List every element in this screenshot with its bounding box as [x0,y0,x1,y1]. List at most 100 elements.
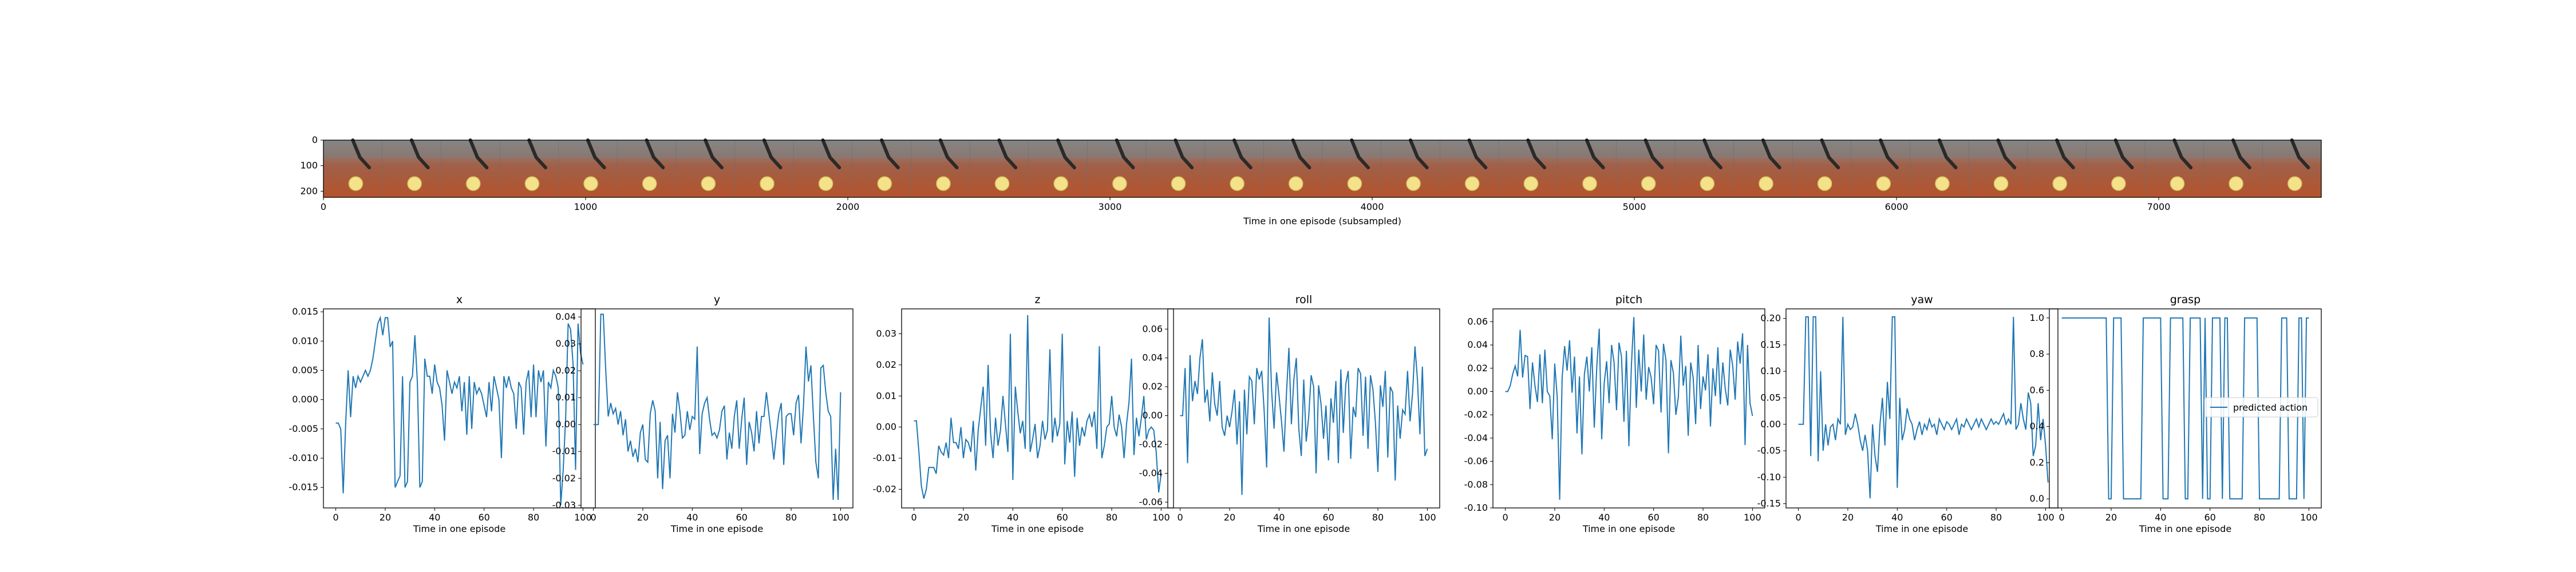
episode-frame [1145,138,1206,197]
series-line [335,315,584,505]
episode-frame [1792,138,1852,197]
x-axis-label: Time in one episode [670,523,763,534]
episode-frame [440,138,500,197]
chart-pitch: pitch 0 20 40 60 80 100 -0.10 -0.08 -0.06 -0.04 -0.… [1464,293,1765,534]
x-tick-label: 60 [2204,512,2216,523]
chart-title: x [456,293,463,306]
x-tick-label: 20 [637,512,649,523]
y-tick-label: -0.01 [873,452,896,463]
episode-frame [1028,138,1088,197]
y-tick-label: 0.02 [555,365,576,376]
x-tick-label: 60 [1323,512,1334,523]
y-tick-label: 0.015 [292,306,318,317]
chart-title: roll [1295,293,1313,306]
x-tick-label: 100 [2300,512,2318,523]
x-tick-label: 40 [1273,512,1285,523]
filmstrip-xlabel: Time in one episode (subsampled) [1243,216,1401,227]
x-tick-label: 80 [528,512,539,523]
x-tick-label: 0 [1795,512,1801,523]
episode-frame [911,138,970,197]
x-tick-label: 80 [1990,512,2002,523]
x-axis-label: Time in one episode [2139,523,2231,534]
y-tick-label: -0.02 [1139,439,1163,450]
x-tick-label: 0 [911,512,916,523]
y-tick-label: -0.01 [552,446,576,456]
episode-frame [2086,138,2146,197]
filmstrip-y-tick-label: 200 [300,185,318,196]
chart-grasp: grasp 0 20 40 60 80 100 0.0 0.2 0.4 0.6 0.8 1.0 Time … [2030,293,2322,534]
y-tick-label: -0.03 [552,499,576,510]
filmstrip-x-tick-label: 2000 [836,201,860,212]
y-tick-label: 0.010 [292,335,318,346]
plot-frame [580,308,854,509]
y-tick-label: -0.06 [1464,456,1488,467]
y-tick-label: 0.02 [1467,363,1488,374]
y-tick-label: 0.20 [1760,313,1781,324]
episode-frame [323,138,383,197]
x-tick-label: 100 [574,512,592,523]
plot-frame [323,308,596,509]
x-tick-label: 20 [1842,512,1854,523]
x-tick-label: 0 [333,512,338,523]
filmstrip-x-tick-label: 6000 [1885,201,1909,212]
x-tick-label: 80 [1372,512,1384,523]
y-tick-label: 0.10 [1760,366,1781,376]
y-tick-label: -0.10 [1464,502,1488,513]
chart-yaw: yaw 0 20 40 60 80 100 -0.15 -0.10 -0.05 0.00 0.05 0.… [1757,293,2059,534]
chart-title: grasp [2170,293,2200,306]
x-tick-label: 100 [1419,512,1436,523]
episode-frame [2027,138,2087,197]
episode-frame [499,138,559,197]
x-tick-label: 100 [2037,512,2055,523]
filmstrip-y-tick-label: 0 [312,134,318,145]
y-tick-label: 0.01 [876,390,896,401]
y-tick-label: -0.010 [289,452,318,463]
episode-frame [1381,138,1440,197]
x-tick-label: 40 [1891,512,1903,523]
chart-title: pitch [1615,293,1642,306]
x-tick-label: 60 [1941,512,1953,523]
x-tick-label: 80 [1106,512,1117,523]
y-tick-label: 0.4 [2030,421,2044,432]
y-tick-label: -0.10 [1757,471,1781,482]
y-tick-label: -0.06 [1139,496,1163,507]
y-tick-label: -0.08 [1464,479,1488,490]
episode-frame [1322,138,1382,197]
series-line [593,313,841,500]
y-tick-label: -0.04 [1139,467,1163,478]
x-tick-label: 20 [2105,512,2117,523]
x-axis-label: Time in one episode [1582,523,1675,534]
episode-frame [1557,138,1617,197]
x-tick-label: 60 [1057,512,1068,523]
x-tick-label: 40 [2155,512,2166,523]
x-tick-label: 80 [2254,512,2265,523]
episode-frame [1615,138,1676,197]
y-tick-label: -0.04 [1464,432,1488,443]
episode-frame [1851,138,1910,197]
series-line [2061,317,2309,500]
episode-frame [1910,138,1969,197]
x-tick-label: 100 [1152,512,1170,523]
y-tick-label: 0.0 [2030,493,2044,504]
y-tick-label: -0.02 [873,483,896,494]
x-tick-label: 60 [736,512,748,523]
episode-frame [617,138,677,197]
y-tick-label: 0.6 [2030,384,2044,395]
plot-frame [1785,308,2059,509]
x-tick-label: 60 [479,512,490,523]
episode-frame [2144,138,2204,197]
episode-frame [793,138,853,197]
episode-frame [1204,138,1264,197]
x-tick-label: 40 [1598,512,1610,523]
episode-frame [734,138,794,197]
x-tick-label: 60 [1648,512,1660,523]
y-tick-label: -0.02 [1464,409,1488,420]
y-tick-label: 0.005 [292,364,318,375]
episode-frame [1968,138,2028,197]
y-tick-label: 0.02 [1142,381,1163,392]
episode-frame [1263,138,1323,197]
x-tick-label: 40 [429,512,440,523]
x-tick-label: 80 [1697,512,1709,523]
episode-frame [1674,138,1735,197]
